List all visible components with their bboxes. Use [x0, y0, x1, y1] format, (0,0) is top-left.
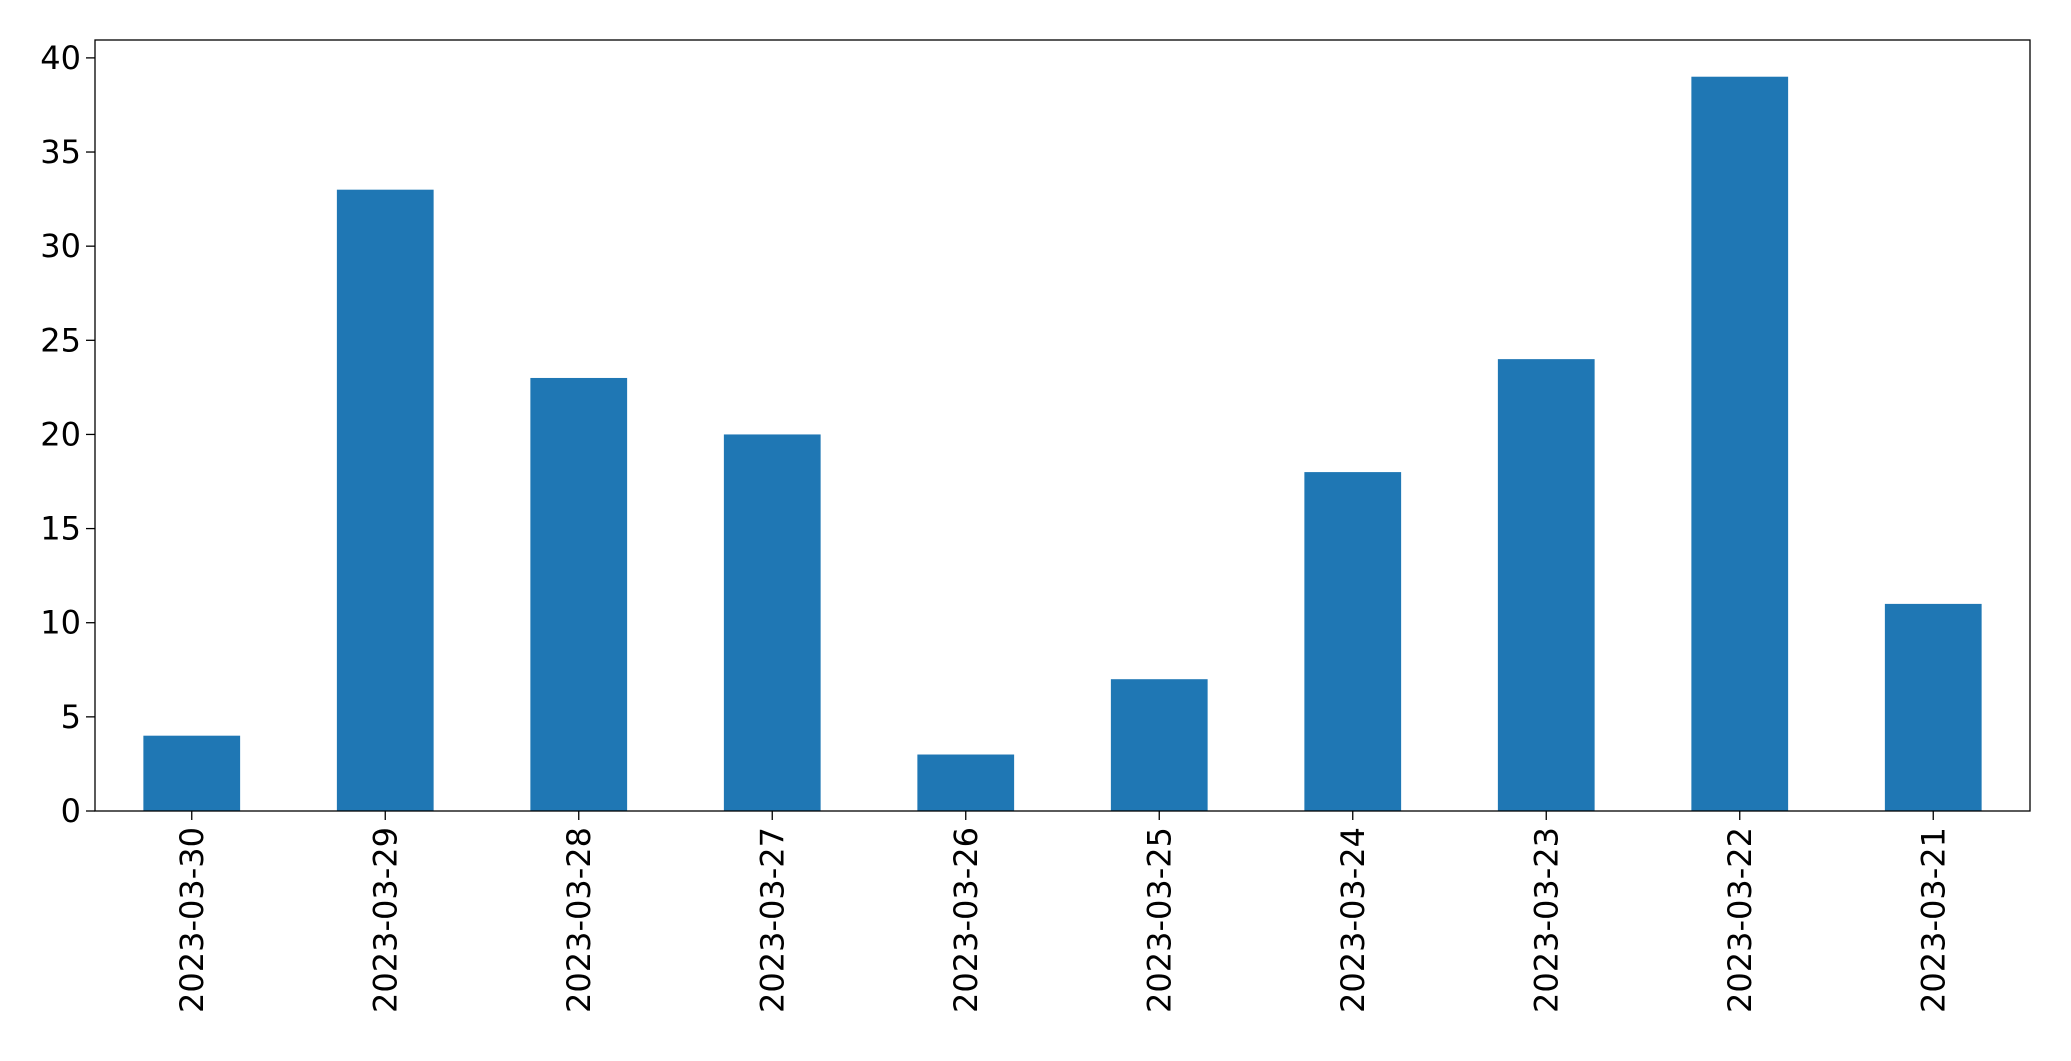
bar	[723, 434, 821, 811]
bar	[530, 377, 628, 811]
x-tick-label: 2023-03-26	[947, 827, 985, 1013]
bar	[1304, 472, 1402, 811]
plot-frame	[94, 39, 2031, 812]
x-tick-label: 2023-03-28	[560, 827, 598, 1013]
y-tick-label: 10	[40, 604, 81, 642]
y-tick-label: 30	[40, 227, 81, 265]
bar	[1691, 76, 1789, 811]
x-tick-label: 2023-03-22	[1721, 827, 1759, 1013]
x-tick-label: 2023-03-25	[1140, 827, 1178, 1013]
bar	[1497, 359, 1595, 811]
y-tick-label: 5	[61, 698, 81, 736]
bar	[1110, 679, 1208, 811]
x-tick-label: 2023-03-30	[173, 827, 211, 1013]
bar	[1884, 603, 1982, 811]
y-tick-label: 35	[40, 133, 81, 171]
bar	[917, 754, 1015, 811]
x-tick-label: 2023-03-24	[1334, 827, 1372, 1013]
x-tick-label: 2023-03-27	[753, 827, 791, 1013]
y-tick-label: 0	[61, 792, 81, 830]
y-tick-label: 40	[40, 39, 81, 77]
bar	[143, 735, 241, 811]
x-tick-label: 2023-03-29	[366, 827, 404, 1013]
x-tick-label: 2023-03-21	[1914, 827, 1952, 1013]
y-tick-label: 20	[40, 415, 81, 453]
bar	[336, 189, 434, 811]
y-tick-label: 15	[40, 510, 81, 548]
x-tick-label: 2023-03-23	[1527, 827, 1565, 1013]
y-tick-label: 25	[40, 321, 81, 359]
